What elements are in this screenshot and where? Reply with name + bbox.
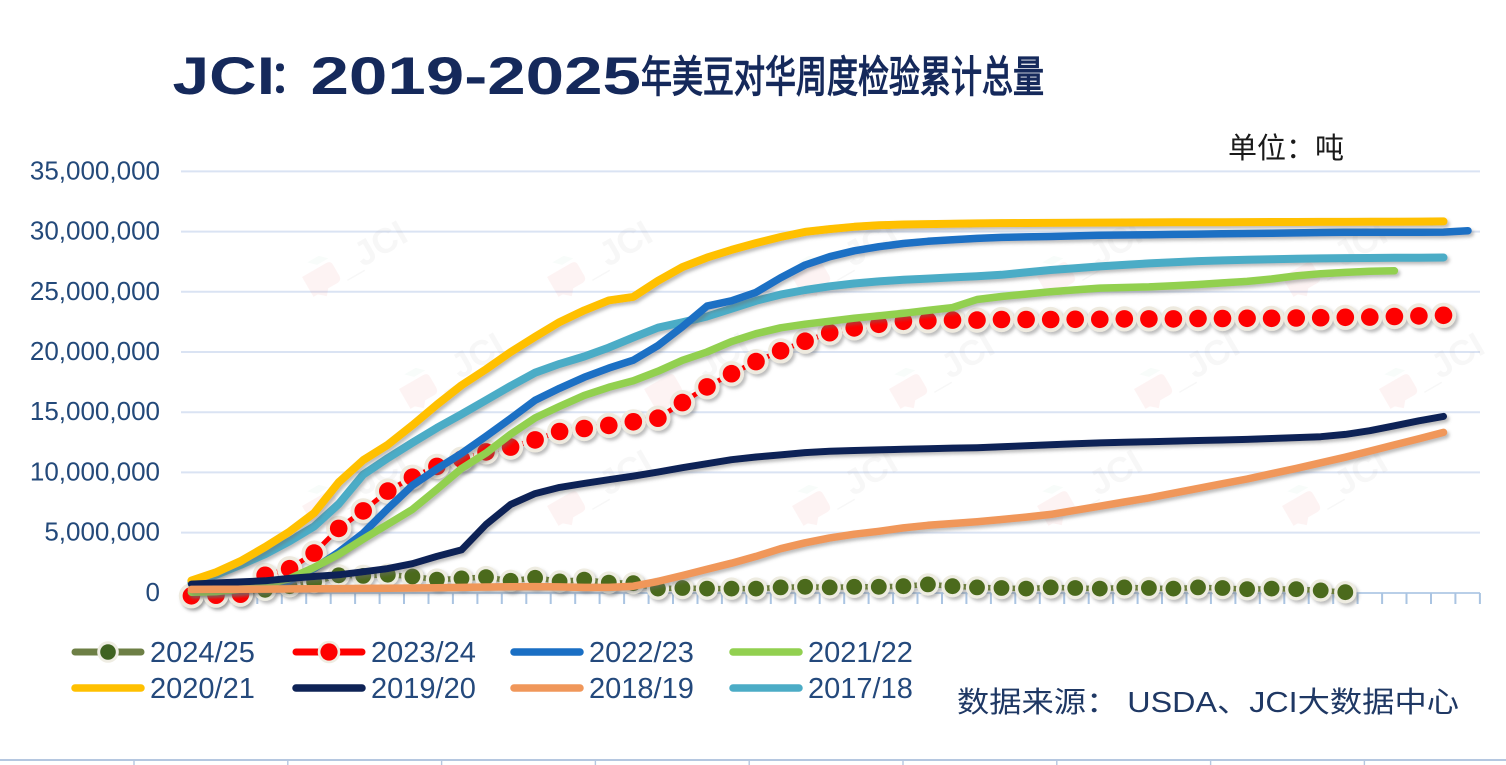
svg-text:数据来源： USDA、JCI大数据中心: 数据来源： USDA、JCI大数据中心 xyxy=(957,686,1459,719)
svg-text:20,000,000: 20,000,000 xyxy=(30,336,160,366)
svg-text:35,000,000: 35,000,000 xyxy=(30,155,160,185)
svg-text:2022/23: 2022/23 xyxy=(589,637,694,669)
svg-text:5,000,000: 5,000,000 xyxy=(44,517,160,547)
svg-text:2024/25: 2024/25 xyxy=(150,637,255,669)
svg-text:10,000,000: 10,000,000 xyxy=(30,456,160,486)
svg-text:2020/21: 2020/21 xyxy=(150,673,255,705)
svg-text:2023/24: 2023/24 xyxy=(371,637,476,669)
svg-text:JCI：2019-2025年美豆对华周度检验累计总量: JCI：2019-2025年美豆对华周度检验累计总量 xyxy=(173,47,1045,106)
svg-text:0: 0 xyxy=(146,577,160,607)
svg-text:15,000,000: 15,000,000 xyxy=(30,396,160,426)
svg-text:2017/18: 2017/18 xyxy=(808,673,913,705)
svg-text:单位：吨: 单位：吨 xyxy=(1228,132,1344,165)
svg-text:25,000,000: 25,000,000 xyxy=(30,276,160,306)
svg-text:2019/20: 2019/20 xyxy=(371,673,476,705)
svg-text:30,000,000: 30,000,000 xyxy=(30,216,160,246)
svg-text:2021/22: 2021/22 xyxy=(808,637,913,669)
svg-text:2018/19: 2018/19 xyxy=(589,673,694,705)
